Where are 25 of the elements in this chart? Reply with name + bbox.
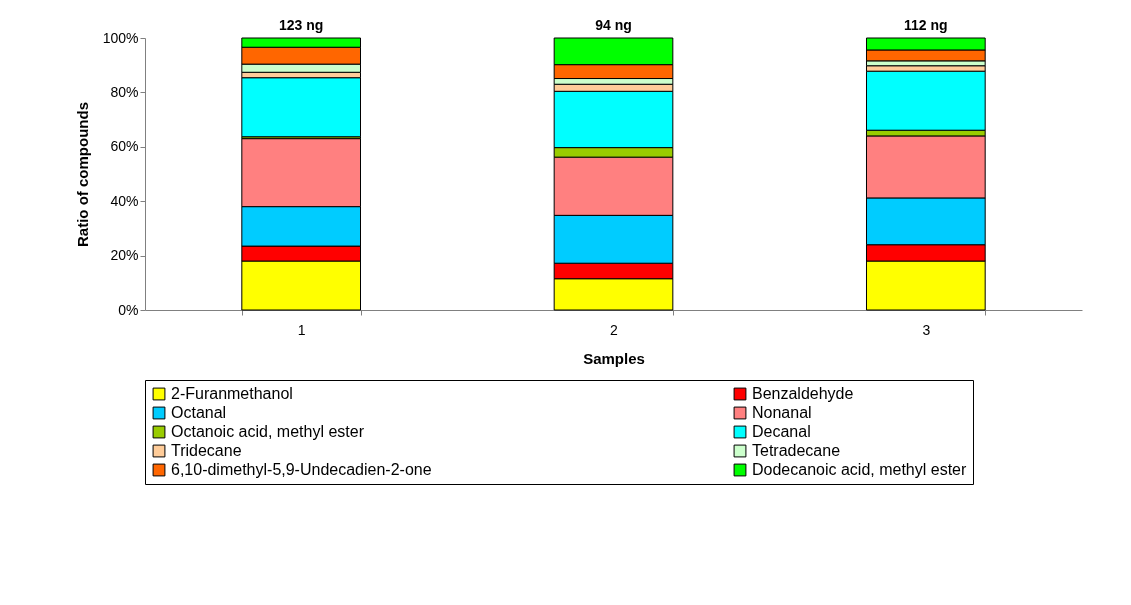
y-tick-label: 60%: [110, 138, 139, 155]
y-tick-label: 40%: [110, 192, 139, 209]
legend-label: Nonanal: [752, 404, 812, 421]
legend-label: Dodecanoic acid, methyl ester: [752, 461, 967, 478]
y-axis-title: Ratio of compounds: [73, 102, 91, 247]
legend-label: Tridecane: [171, 442, 242, 459]
bar: [241, 77, 362, 138]
y-tick-label: 80%: [110, 83, 139, 100]
annotation: 94 ng: [595, 17, 632, 33]
legend-label: Benzaldehyde: [752, 385, 854, 402]
legend-label: Octanoic acid, methyl ester: [171, 423, 365, 440]
annotation: 123 ng: [278, 17, 324, 33]
x-tick-label: 2: [610, 321, 619, 338]
x-tick-label: 1: [297, 321, 306, 338]
annotation: 112 ng: [904, 17, 948, 33]
x-tick-label: 3: [922, 321, 931, 338]
y-tick-label: 20%: [110, 247, 139, 264]
y-tick-label: 100%: [102, 29, 139, 46]
legend-label: Tetradecane: [752, 442, 841, 459]
x-axis-title: Samples: [583, 349, 645, 367]
legend-label: 6,10-dimethyl-5,9-Undecadien-2-one: [171, 461, 432, 478]
legend-label: Octanal: [171, 404, 227, 421]
legend-label: 2-Furanmethanol: [171, 385, 293, 402]
y-tick-label: 0%: [118, 301, 139, 318]
legend-label: Decanal: [752, 423, 811, 440]
